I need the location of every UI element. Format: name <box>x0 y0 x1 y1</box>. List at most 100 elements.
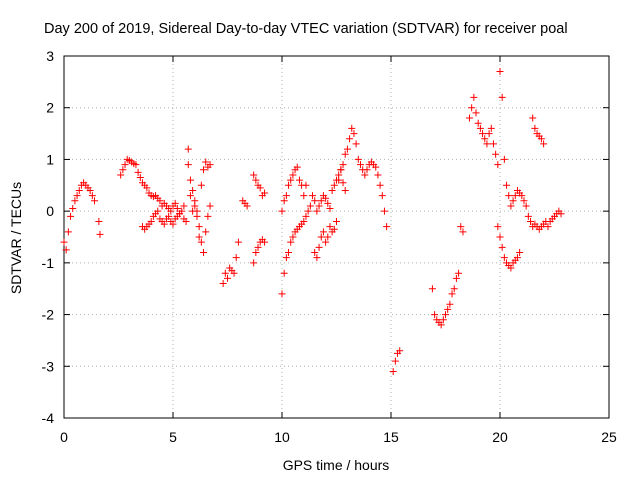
data-point <box>354 155 362 163</box>
data-point <box>250 171 258 179</box>
data-point <box>136 174 144 182</box>
data-point <box>180 202 188 210</box>
data-point <box>317 233 325 241</box>
data-point <box>389 367 397 375</box>
data-point <box>479 130 487 138</box>
data-point <box>167 207 175 215</box>
data-point <box>492 150 500 158</box>
data-point <box>450 285 458 293</box>
data-point <box>67 212 75 220</box>
data-point <box>169 220 177 228</box>
data-point <box>71 197 79 205</box>
data-point <box>243 202 251 210</box>
data-point <box>489 140 497 148</box>
data-point <box>119 166 127 174</box>
y-tick-label: -4 <box>42 410 55 426</box>
data-point <box>285 249 293 257</box>
data-point <box>60 238 68 246</box>
data-point <box>319 228 327 236</box>
data-point <box>64 228 72 236</box>
data-point <box>134 168 142 176</box>
data-point <box>86 186 94 194</box>
data-point <box>505 192 513 200</box>
data-point <box>511 192 519 200</box>
data-point <box>234 238 242 246</box>
data-point <box>252 176 260 184</box>
data-point <box>524 212 532 220</box>
data-point <box>383 223 391 231</box>
y-axis-label: SDTVAR / TECUs <box>8 182 24 294</box>
x-tick-label: 10 <box>274 429 290 445</box>
data-point <box>459 228 467 236</box>
y-tick-label: 2 <box>46 100 54 116</box>
data-point <box>287 176 295 184</box>
data-point <box>289 171 297 179</box>
data-point <box>254 243 262 251</box>
x-tick-label: 25 <box>601 429 617 445</box>
data-point <box>176 210 184 218</box>
data-point <box>522 202 530 210</box>
y-tick-label: 1 <box>46 151 54 167</box>
data-point <box>507 264 515 272</box>
data-point <box>356 161 364 169</box>
data-point <box>232 254 240 262</box>
data-point <box>374 171 382 179</box>
data-point <box>339 161 347 169</box>
data-point <box>293 163 301 171</box>
data-point <box>324 199 332 207</box>
data-point <box>173 205 181 213</box>
data-point <box>350 130 358 138</box>
data-point <box>289 233 297 241</box>
y-axis: -4 -3 -2 -1 0 1 2 3 <box>42 48 609 426</box>
grid <box>64 56 609 418</box>
y-tick-label: 0 <box>46 203 54 219</box>
data-point <box>339 179 347 187</box>
data-point <box>324 233 332 241</box>
data-point <box>121 161 129 169</box>
data-point <box>189 186 197 194</box>
data-point <box>341 150 349 158</box>
y-tick-label: 3 <box>46 48 54 64</box>
data-point <box>252 249 260 257</box>
data-point <box>326 205 334 213</box>
data-point <box>143 184 151 192</box>
data-point <box>474 119 482 127</box>
data-point <box>437 321 445 329</box>
data-point <box>391 357 399 365</box>
data-point <box>520 197 528 205</box>
data-point <box>496 233 504 241</box>
data-point <box>315 243 323 251</box>
data-point <box>455 269 463 277</box>
data-point <box>516 249 524 257</box>
data-point <box>154 207 162 215</box>
data-point <box>282 254 290 262</box>
data-point <box>224 274 231 282</box>
data-point <box>333 217 340 225</box>
data-point <box>380 207 388 215</box>
data-point <box>95 217 103 225</box>
data-point <box>287 238 295 246</box>
data-point <box>503 181 511 189</box>
data-point <box>62 246 70 254</box>
data-point <box>396 347 404 355</box>
data-point <box>219 280 227 288</box>
data-point <box>295 176 303 184</box>
data-point <box>476 124 484 132</box>
data-point <box>311 197 319 205</box>
data-point <box>372 163 380 171</box>
data-point <box>96 230 104 238</box>
data-point <box>315 202 323 210</box>
data-point <box>328 186 336 194</box>
data-point <box>341 186 349 194</box>
data-point <box>529 114 537 122</box>
data-point <box>330 225 338 233</box>
data-point <box>376 181 384 189</box>
data-point <box>171 199 179 207</box>
data-point <box>346 135 354 143</box>
data-point <box>452 274 460 282</box>
data-point <box>302 181 310 189</box>
data-point <box>313 207 321 215</box>
data-point <box>498 243 506 251</box>
data-point <box>378 192 386 200</box>
